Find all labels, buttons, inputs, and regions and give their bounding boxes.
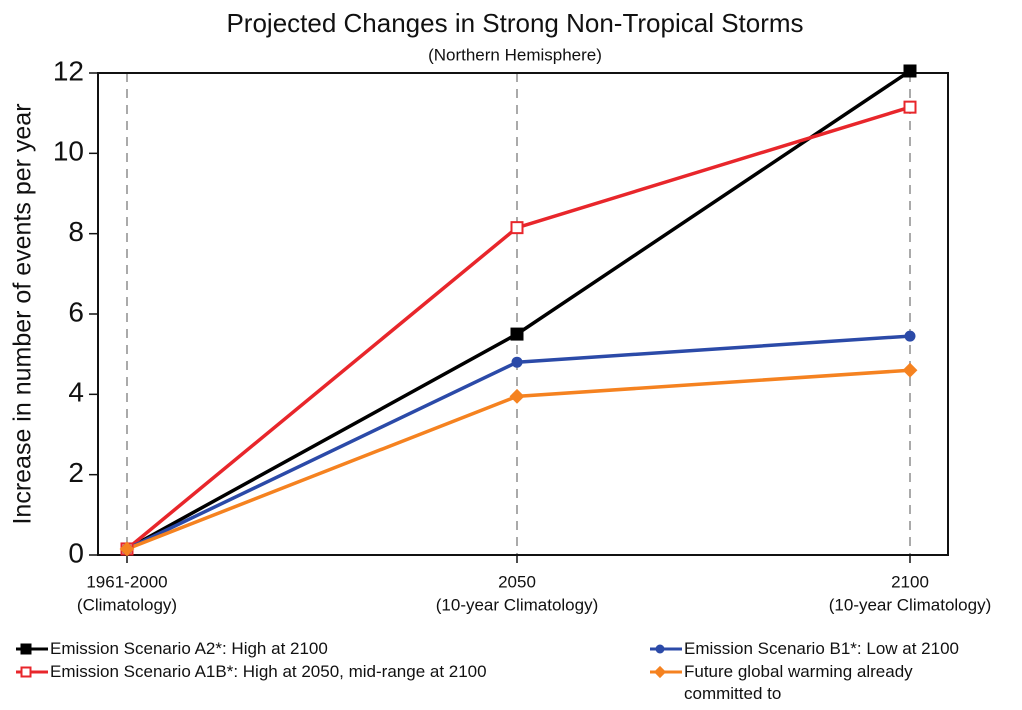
marker xyxy=(509,388,525,404)
marker xyxy=(20,666,32,678)
series-line xyxy=(126,334,911,551)
marker xyxy=(903,100,917,114)
chart: Projected Changes in Strong Non-Tropical… xyxy=(9,8,992,615)
y-tick-label: 0 xyxy=(68,537,84,568)
x-tick-note: (10-year Climatology) xyxy=(436,595,599,614)
marker xyxy=(655,644,665,654)
legend-item: Emission Scenario B1*: Low at 2100 xyxy=(648,638,978,660)
y-tick-label: 8 xyxy=(68,216,84,247)
y-tick-label: 10 xyxy=(53,136,84,167)
y-axis-title: Increase in number of events per year xyxy=(9,103,37,524)
marker xyxy=(903,64,917,78)
legend-label: Future global warming already committed … xyxy=(684,662,913,703)
legend-swatch xyxy=(650,665,682,679)
legend-item: Emission Scenario A2*: High at 2100 xyxy=(14,638,614,660)
legend-swatch xyxy=(650,644,682,654)
legend-label: Emission Scenario A1B*: High at 2050, mi… xyxy=(50,662,487,681)
chart-subtitle: (Northern Hemisphere) xyxy=(428,45,602,64)
legend-swatch xyxy=(16,666,48,678)
y-tick-label: 4 xyxy=(68,377,84,408)
marker xyxy=(902,362,918,378)
marker xyxy=(20,643,32,655)
plot-frame xyxy=(97,72,949,556)
legend-label: Emission Scenario B1*: Low at 2100 xyxy=(684,639,959,658)
legend-item: Future global warming already committed … xyxy=(648,661,978,705)
marker xyxy=(119,541,135,557)
marker xyxy=(510,327,524,341)
x-tick-note: (10-year Climatology) xyxy=(829,595,992,614)
marker xyxy=(904,330,916,342)
marker xyxy=(511,356,523,368)
y-tick-label: 12 xyxy=(53,55,84,86)
legend-swatch xyxy=(16,643,48,655)
marker xyxy=(653,665,667,679)
legend-label: Emission Scenario A2*: High at 2100 xyxy=(50,639,328,658)
y-tick-label: 6 xyxy=(68,296,84,327)
marker xyxy=(510,221,524,235)
x-tick-label: 2100 xyxy=(891,572,929,591)
legend-item: Emission Scenario A1B*: High at 2050, mi… xyxy=(14,661,614,683)
y-tick-label: 2 xyxy=(68,457,84,488)
chart-title: Projected Changes in Strong Non-Tropical… xyxy=(226,8,803,38)
x-tick-note: (Climatology) xyxy=(77,595,177,614)
x-tick-label: 2050 xyxy=(498,572,536,591)
x-tick-label: 1961-2000 xyxy=(86,572,167,591)
